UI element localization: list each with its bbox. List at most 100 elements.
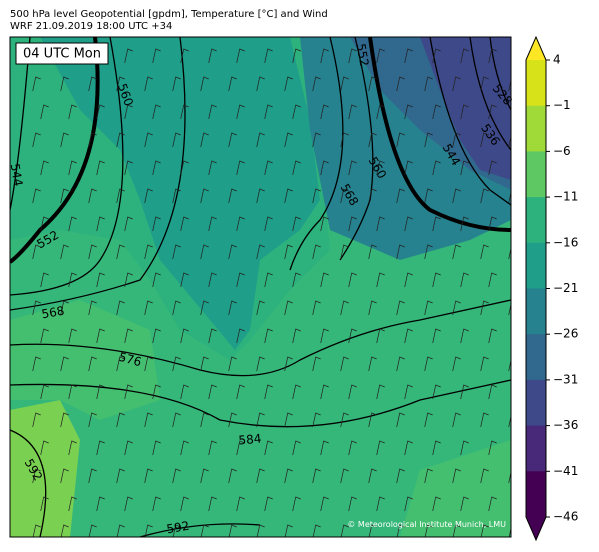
wind-barb: [292, 328, 301, 344]
wind-barb: [396, 524, 405, 537]
wind-barb: [144, 524, 153, 537]
wind-barb: [116, 356, 125, 372]
wind-barb: [228, 76, 237, 92]
wind-barb: [200, 412, 209, 428]
colorbar-band: [526, 242, 546, 289]
wind-barb: [292, 440, 301, 456]
wind-barb: [152, 384, 161, 400]
wind-barb: [96, 160, 105, 176]
wind-barb: [200, 524, 209, 537]
wind-barb: [208, 216, 217, 232]
wind-barb: [424, 244, 433, 260]
wind-barb: [424, 132, 433, 148]
wind-barb: [124, 440, 133, 456]
wind-barb: [460, 496, 469, 512]
wind-barb: [96, 216, 105, 232]
wind-barb: [348, 328, 357, 344]
wind-barb: [432, 48, 441, 64]
wind-barb: [40, 496, 49, 512]
wind-barb: [312, 244, 321, 260]
colorbar-band: [526, 471, 546, 518]
wind-barb: [340, 132, 349, 148]
wind-barb: [96, 272, 105, 288]
wind-barb: [340, 188, 349, 204]
wind-barb: [480, 188, 489, 204]
wind-barb: [256, 300, 265, 316]
colorbar-tick-label: −46: [553, 510, 578, 524]
wind-barb: [68, 440, 77, 456]
wind-barb: [432, 160, 441, 176]
wind-barb: [340, 356, 349, 372]
wind-barb: [144, 188, 153, 204]
colorbar-band: [526, 60, 546, 107]
wind-barb: [284, 468, 293, 484]
wind-barb: [404, 440, 413, 456]
wind-barb: [172, 76, 181, 92]
colorbar-extend: [526, 37, 546, 60]
wind-barb: [32, 356, 41, 372]
wind-barb: [284, 76, 293, 92]
wind-barb: [116, 468, 125, 484]
colorbar: 4 −1 −6 −11 −16 −21 −26 −31 −36 −41 −46: [525, 35, 578, 542]
wind-barb: [236, 496, 245, 512]
wind-barb: [368, 524, 377, 537]
wind-barb: [404, 328, 413, 344]
wind-barb: [124, 384, 133, 400]
wind-barb: [312, 412, 321, 428]
wind-barb: [40, 104, 49, 120]
wind-barb: [460, 160, 469, 176]
wind-barb: [508, 470, 511, 484]
wind-barb: [32, 132, 41, 148]
wind-barb: [452, 356, 461, 372]
wind-barb: [368, 300, 377, 316]
wind-barb: [152, 216, 161, 232]
wind-barb: [88, 356, 97, 372]
wind-barb: [284, 356, 293, 372]
wind-barb: [144, 356, 153, 372]
wind-barb: [152, 328, 161, 344]
wind-barb: [348, 48, 357, 64]
wind-barb: [404, 384, 413, 400]
map-frame: [9, 36, 512, 538]
wind-barb: [312, 132, 321, 148]
wind-barb: [88, 524, 97, 537]
wind-barb: [144, 244, 153, 260]
field: [10, 400, 80, 537]
wind-barb: [432, 440, 441, 456]
wind-barb: [152, 440, 161, 456]
wind-barb: [480, 132, 489, 148]
wind-barb: [292, 216, 301, 232]
wind-barb: [396, 468, 405, 484]
wind-barb: [424, 412, 433, 428]
wind-barb: [264, 496, 273, 512]
wind-barb: [256, 188, 265, 204]
wind-barb: [40, 328, 49, 344]
field: [420, 37, 511, 180]
wind-barb: [116, 244, 125, 260]
wind-barb: [284, 244, 293, 260]
wind-barb: [152, 496, 161, 512]
wind-barb: [172, 300, 181, 316]
wind-barb: [517, 273, 525, 287]
wind-barb: [424, 356, 433, 372]
colorbar-tick-label: 4: [553, 53, 561, 67]
wind-barb: [172, 412, 181, 428]
wind-barb: [144, 468, 153, 484]
wind-barb: [452, 188, 461, 204]
wind-barb: [348, 384, 357, 400]
wind-barb: [264, 384, 273, 400]
wind-barb: [368, 188, 377, 204]
contour-label: 576: [117, 350, 143, 369]
wind-barb: [68, 272, 77, 288]
wind-barb: [508, 134, 511, 148]
wind-barb: [32, 524, 41, 537]
colorbar-band: [526, 425, 546, 472]
wind-barb: [312, 356, 321, 372]
wind-barb: [517, 385, 525, 399]
colorbar-band: [526, 334, 546, 381]
wind-barb: [432, 328, 441, 344]
wind-barb: [320, 440, 329, 456]
contour-label: 592: [165, 519, 190, 537]
wind-barb: [124, 216, 133, 232]
wind-barb: [460, 104, 469, 120]
